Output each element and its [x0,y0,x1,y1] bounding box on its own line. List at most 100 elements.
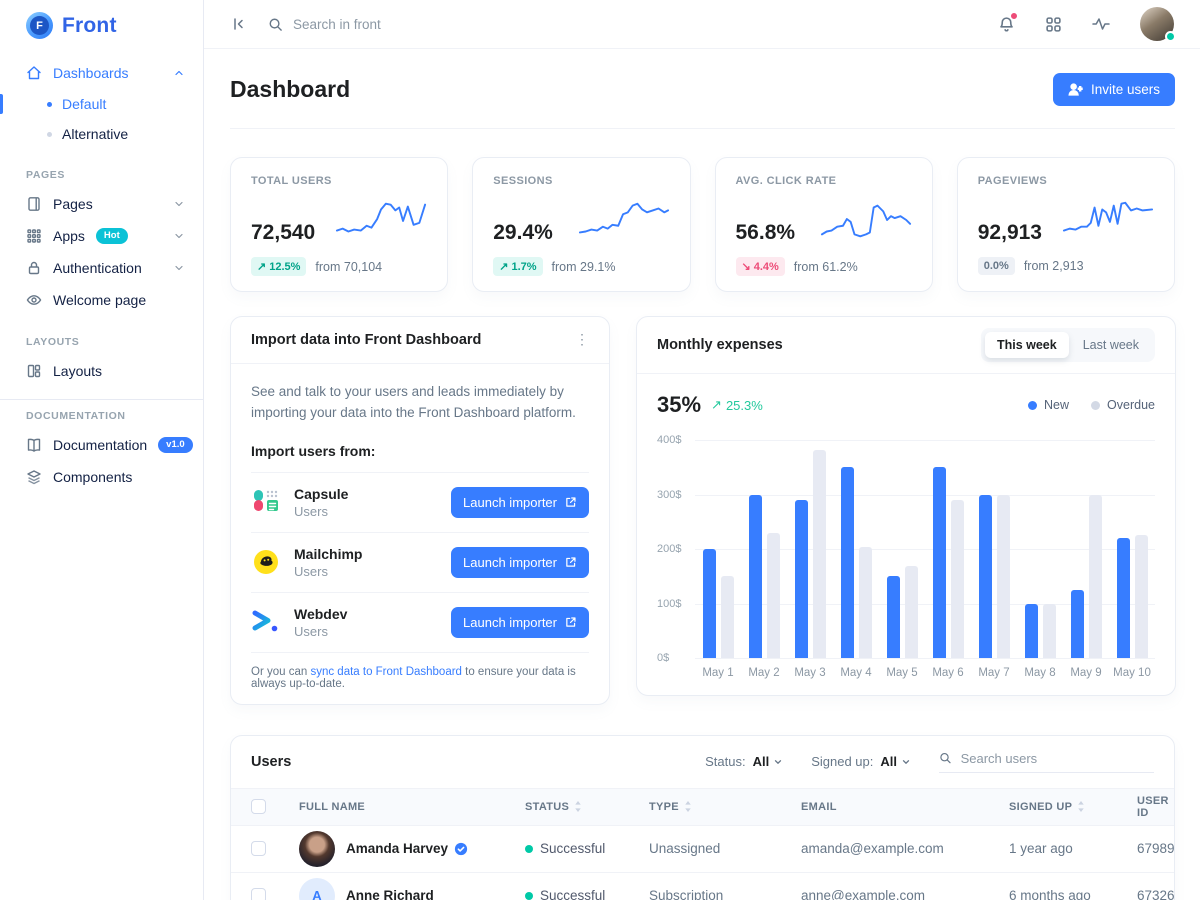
hot-badge: Hot [95,228,128,244]
sparkline-chart [578,202,669,234]
search-input[interactable] [293,16,613,32]
user-id-cell: 67326 [1137,888,1175,900]
import-card-title: Import data into Front Dashboard [251,332,482,348]
activity-icon[interactable] [1092,16,1110,32]
column-status[interactable]: STATUS [525,801,649,813]
sidebar-item-apps[interactable]: Apps Hot [0,220,203,252]
sidebar-collapse-icon[interactable] [230,16,246,32]
sidebar-subitem-label: Alternative [62,126,129,142]
sparkline-chart [336,202,427,233]
sync-data-link[interactable]: sync data to Front Dashboard [310,665,462,678]
column-user-id[interactable]: USER ID [1137,795,1174,819]
sidebar-item-documentation[interactable]: Documentation v1.0 [0,429,203,461]
sidebar-item-label: Authentication [53,260,142,276]
legend-overdue[interactable]: Overdue [1091,398,1155,412]
source-name: Webdev [294,605,348,622]
main-area: Dashboard Invite users TOTAL USERS 72,54… [204,0,1200,900]
expenses-value: 35% [657,392,702,417]
signed-up-cell: 1 year ago [1009,841,1073,857]
status-cell: Successful [525,888,649,900]
monthly-expenses-card: Monthly expenses This week Last week 35%… [636,316,1176,696]
stat-value: 29.4% [493,221,553,244]
notifications-bell-icon[interactable] [998,11,1018,33]
user-id-cell: 67989 [1137,841,1175,857]
bar-overdue [1088,494,1102,658]
sidebar-item-components[interactable]: Components [0,461,203,493]
stat-label: TOTAL USERS [251,175,332,187]
sidebar-item-dashboards[interactable]: Dashboards [0,57,203,89]
row-checkbox[interactable] [251,888,266,900]
brand-logo[interactable]: F Front [0,0,203,49]
bar-group [932,440,964,658]
bar-new [1024,603,1038,658]
users-search[interactable] [939,750,1154,773]
stat-label: PAGEVIEWS [977,175,1048,187]
apps-launcher-icon[interactable] [1045,16,1062,33]
import-data-card: Import data into Front Dashboard ⋮ See a… [230,316,610,705]
sidebar-item-label: Welcome page [53,292,147,308]
legend-dot-overdue [1091,400,1101,410]
status-dot [525,891,533,900]
sidebar-item-default[interactable]: Default [0,89,203,119]
launch-importer-button[interactable]: Launch importer [451,606,589,638]
status-cell: Successful [525,841,649,856]
chevron-down-icon [173,262,185,274]
signed-up-cell: 6 months ago [1009,888,1091,900]
sidebar-item-authentication[interactable]: Authentication [0,252,203,284]
bar-new [748,494,762,658]
column-type[interactable]: TYPE [649,801,801,813]
stat-from: from 61.2% [793,259,858,274]
toggle-last-week[interactable]: Last week [1082,338,1139,352]
sidebar-item-alternative[interactable]: Alternative [0,119,203,149]
users-search-input[interactable] [960,750,1154,766]
x-axis-label: May 6 [932,667,964,679]
select-all-checkbox[interactable] [251,799,266,815]
email-cell: amanda@example.com [801,841,944,857]
bar-group [840,440,872,658]
mailchimp-logo-icon [251,547,281,577]
external-link-icon [566,497,576,507]
avatar-initial: A [299,877,335,900]
source-type: Users [294,503,328,519]
table-row: A Anne Richard Successful Subscription a… [231,873,1174,900]
status-filter[interactable]: Status: All [705,754,783,769]
launch-importer-button[interactable]: Launch importer [451,486,589,518]
column-signed-up[interactable]: SIGNED UP [1009,801,1137,813]
user-name: Anne Richard [346,888,434,900]
column-full-name[interactable]: FULL NAME [299,800,366,813]
sidebar-item-pages[interactable]: Pages [0,188,203,220]
x-axis-label: May 8 [1024,667,1056,679]
stat-from: from 2,913 [1023,259,1084,273]
sort-icon [685,801,691,813]
more-options-icon[interactable]: ⋮ [575,331,589,348]
sidebar-item-welcome-page[interactable]: Welcome page [0,284,203,316]
page-title: Dashboard [230,76,351,102]
user-avatar[interactable] [1140,7,1176,42]
lock-icon [26,260,42,276]
email-cell: anne@example.com [801,888,926,900]
toggle-this-week[interactable]: This week [984,332,1069,358]
table-row: Amanda Harvey Successful Unassigned aman… [231,826,1174,873]
bar-group [1024,440,1056,658]
chevron-down-icon [902,759,910,764]
sidebar-item-label: Pages [53,196,93,212]
layout-columns-icon [26,363,42,379]
signed-up-filter[interactable]: Signed up: All [811,754,911,769]
sidebar-item-label: Apps [53,228,85,244]
external-link-icon [566,557,576,567]
sidebar-item-layouts[interactable]: Layouts [0,355,203,387]
launch-importer-button[interactable]: Launch importer [451,546,589,578]
stats-row: TOTAL USERS 72,540 ↗ 12.5% from 70,104 SE… [230,157,1175,292]
column-email[interactable]: EMAIL [801,800,837,813]
bar-overdue [858,546,872,658]
bar-new [978,494,992,658]
gridline [695,603,1155,605]
active-indicator [0,94,3,114]
users-card-title: Users [251,753,292,770]
bar-group [702,440,734,658]
invite-users-button[interactable]: Invite users [1052,73,1175,106]
global-search[interactable] [268,16,998,32]
status-dot [525,844,533,853]
legend-new[interactable]: New [1028,398,1069,412]
row-checkbox[interactable] [251,841,266,857]
